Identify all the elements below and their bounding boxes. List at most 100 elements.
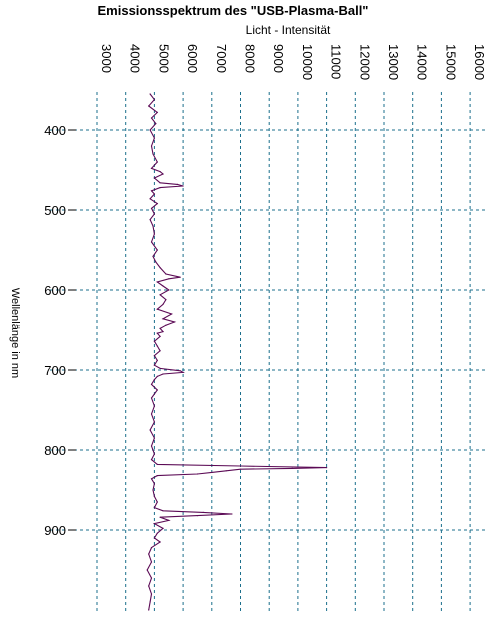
- spectrum-point: [153, 537, 155, 539]
- spectrum-point: [176, 183, 178, 185]
- spectrum-point: [153, 355, 155, 357]
- spectrum-point: [162, 318, 164, 320]
- spectrum-point: [150, 383, 153, 385]
- x-tick-label: 8000: [243, 44, 258, 73]
- spectrum-point: [156, 111, 158, 113]
- spectrum-point: [150, 547, 153, 549]
- spectrum-point: [159, 327, 161, 329]
- spectrum-point: [150, 593, 153, 595]
- spectrum-point: [153, 483, 155, 485]
- spectrum-point: [155, 123, 157, 125]
- spectrum-point: [150, 241, 153, 243]
- spectrum-point: [231, 513, 233, 515]
- spectrum-point: [148, 553, 150, 555]
- spectrum-point: [156, 375, 158, 377]
- spectrum-point: [150, 577, 153, 579]
- spectrum-point: [153, 495, 155, 497]
- x-tick-label: 12000: [357, 44, 372, 80]
- spectrum-point: [165, 324, 167, 326]
- spectrum-point: [159, 267, 161, 269]
- spectrum-point: [156, 463, 158, 465]
- spectrum-point: [156, 389, 158, 391]
- x-axis-label: Licht - Intensität: [246, 23, 331, 37]
- spectrum-point: [153, 340, 155, 342]
- y-axis-label: Wellenlänge in nm: [9, 288, 21, 378]
- x-tick-label: 4000: [128, 44, 143, 73]
- spectrum-point: [202, 511, 204, 513]
- y-tick-label: 900: [44, 523, 66, 538]
- spectrum-point: [162, 331, 164, 333]
- spectrum-point: [165, 273, 167, 275]
- spectrum-point: [182, 185, 184, 187]
- spectrum-point: [150, 413, 153, 415]
- spectrum-point: [153, 193, 155, 195]
- spectrum-point: [152, 489, 154, 491]
- spectrum-point: [165, 299, 167, 301]
- spectrum-point: [239, 465, 242, 467]
- spectrum-point: [162, 510, 164, 512]
- spectrum-point: [156, 475, 158, 477]
- x-tick-label: 16000: [472, 44, 487, 80]
- x-tick-label: 15000: [443, 44, 458, 80]
- spectrum-point: [156, 532, 158, 534]
- spectrum-point: [168, 289, 170, 291]
- spectrum-point: [156, 308, 158, 310]
- x-tick-labels: 3000 4000 5000 6000 7000 8000 9000 10000 11000 12…: [99, 44, 487, 80]
- x-tick-label: 7000: [214, 44, 229, 73]
- x-tick-label: 14000: [415, 44, 430, 80]
- spectrum-point: [239, 468, 242, 470]
- y-tick-label: 700: [44, 363, 66, 378]
- spectrum-point: [156, 345, 158, 347]
- x-tick-label: 13000: [386, 44, 401, 80]
- spectrum-point: [149, 219, 151, 221]
- spectrum-point: [162, 173, 164, 175]
- spectrum-point: [153, 405, 155, 407]
- spectrum-point: [150, 459, 153, 461]
- spectrum-point: [149, 198, 151, 200]
- spectrum-point: [153, 421, 155, 423]
- series-layer: [146, 93, 328, 611]
- x-tick-label: 11000: [329, 44, 344, 79]
- spectrum-point: [146, 569, 148, 571]
- spectrum-point: [159, 516, 161, 518]
- spectrum-point: [153, 453, 155, 455]
- spectrum-point: [225, 470, 227, 472]
- y-tick-label: 600: [44, 283, 66, 298]
- spectrum-point: [150, 561, 153, 563]
- spectrum-point: [156, 161, 158, 163]
- spectrum-point: [162, 303, 164, 305]
- spectrum-point: [179, 370, 181, 372]
- spectrum-point: [149, 93, 151, 95]
- spectrum-point: [152, 225, 154, 227]
- spectrum-point: [149, 429, 151, 431]
- x-tick-label: 9000: [271, 44, 286, 73]
- chart-title: Emissionsspektrum des "USB-Plasma-Ball": [98, 3, 369, 18]
- spectrum-point: [153, 213, 155, 215]
- spectrum-point: [196, 515, 198, 517]
- spectrum-point: [156, 332, 158, 334]
- x-tick-label: 5000: [156, 44, 171, 73]
- spectrum-point: [149, 129, 151, 131]
- y-tick-label: 500: [44, 203, 66, 218]
- spectrum-point: [153, 233, 155, 235]
- spectrum-point: [196, 473, 198, 475]
- spectrum-point: [150, 145, 153, 147]
- spectrum-point: [153, 437, 155, 439]
- spectrum-point: [159, 187, 161, 189]
- spectrum-point: [173, 321, 176, 323]
- y-tick-label: 800: [44, 443, 66, 458]
- spectrum-point: [159, 541, 161, 543]
- spectrum-point: [153, 523, 155, 525]
- grid: [50, 92, 485, 614]
- spectrum-point: [148, 585, 150, 587]
- spectrum-point: [156, 249, 158, 251]
- spectrum-point: [159, 294, 161, 296]
- spectrum-point: [182, 371, 184, 373]
- spectrum-point: [159, 335, 161, 337]
- spectrum-point: [162, 527, 164, 530]
- spectrum-point: [153, 99, 155, 101]
- spectrum-point: [149, 601, 151, 603]
- spectrum-point: [150, 207, 153, 209]
- spectrum-point: [291, 467, 293, 469]
